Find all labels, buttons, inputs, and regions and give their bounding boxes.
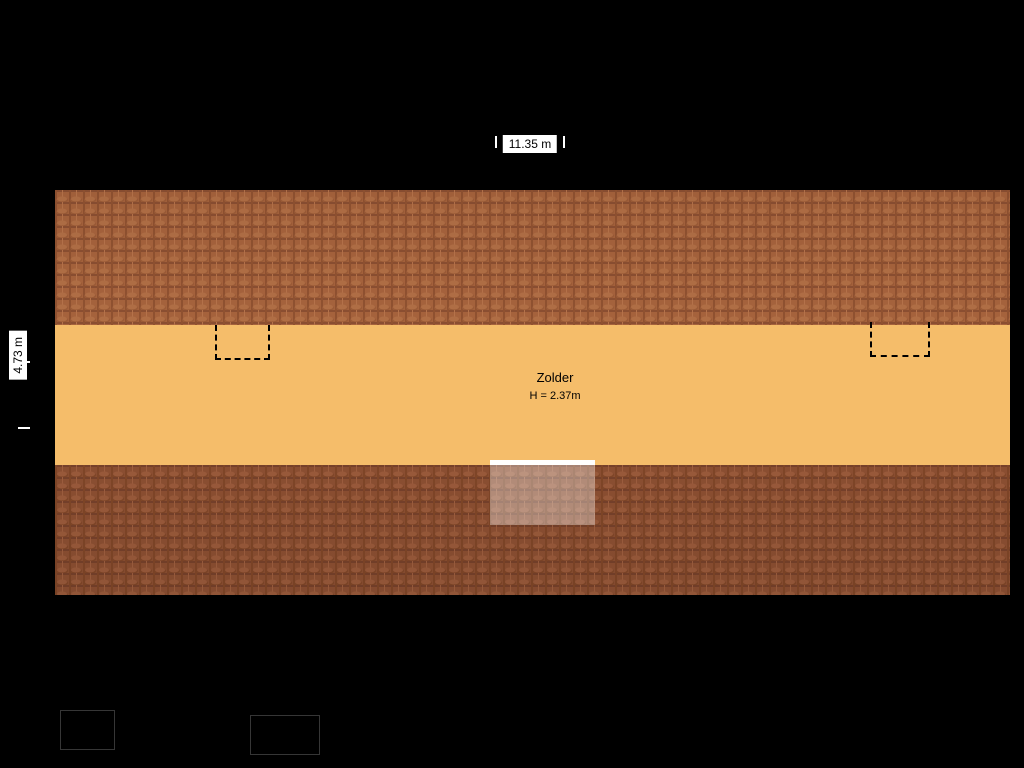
roof-window-outline-left	[215, 325, 270, 360]
ghost-outline-1	[60, 710, 115, 750]
height-dimension-label: 4.73 m	[9, 331, 27, 380]
skylight	[490, 465, 595, 525]
width-dimension-label: 11.35 m	[503, 135, 557, 153]
room-height-label: H = 2.37m	[529, 390, 580, 402]
roof-window-outline-right	[870, 322, 930, 357]
ghost-outline-2	[250, 715, 320, 755]
roof-top-tiles	[55, 190, 1010, 325]
roof-top	[55, 190, 1010, 325]
room-name-label: Zolder	[537, 370, 574, 385]
